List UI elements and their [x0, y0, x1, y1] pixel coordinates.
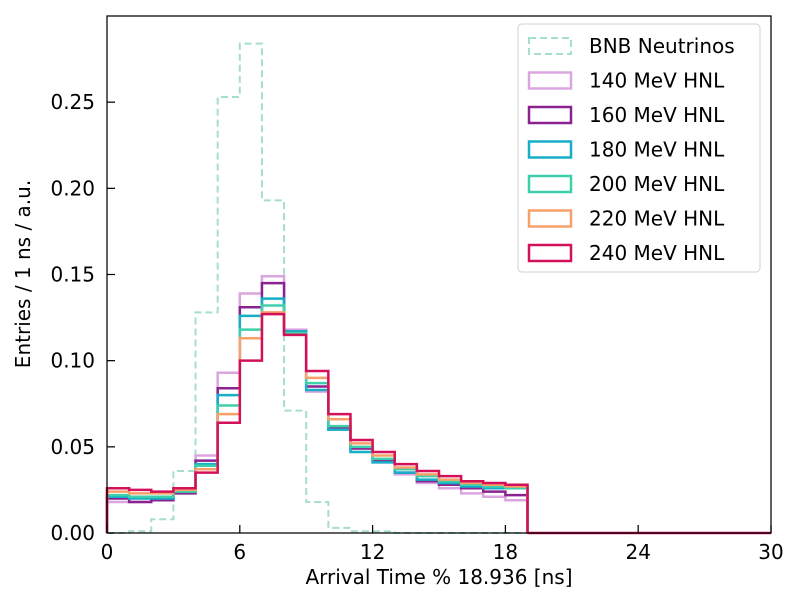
x-tick-label: 24 — [625, 540, 650, 564]
legend-swatch-2 — [527, 105, 573, 125]
legend-frame — [517, 23, 761, 273]
x-tick-label: 18 — [493, 540, 518, 564]
x-axis-ticks: 0 6 12 18 24 30 — [101, 525, 784, 564]
y-tick-label: 0.15 — [50, 263, 95, 287]
legend-label-4: 200 MeV HNL — [589, 172, 725, 196]
x-tick-label: 0 — [101, 540, 114, 564]
legend-label-6: 240 MeV HNL — [589, 241, 725, 265]
legend-items: BNB Neutrinos 140 MeV HNL 160 MeV HNL 180 M… — [527, 34, 735, 265]
legend: BNB Neutrinos 140 MeV HNL 160 MeV HNL 180 M… — [517, 23, 761, 273]
series-line-6 — [105, 312, 529, 533]
y-tick-label: 0.25 — [50, 90, 95, 114]
x-tick-label: 12 — [360, 540, 385, 564]
y-tick-label: 0.20 — [50, 176, 95, 200]
y-axis-ticks: 0.00 0.05 0.10 0.15 0.20 0.25 — [50, 90, 115, 545]
legend-swatch-5 — [527, 209, 573, 228]
legend-swatch-4 — [527, 174, 573, 194]
legend-label-2: 160 MeV HNL — [589, 103, 725, 127]
legend-label-5: 220 MeV HNL — [589, 207, 725, 231]
y-tick-label: 0.10 — [50, 349, 95, 373]
legend-swatch-3 — [527, 140, 573, 159]
legend-swatch-1 — [527, 71, 573, 90]
x-axis-label: Arrival Time % 18.936 [ns] — [305, 565, 572, 589]
x-tick-label: 6 — [233, 540, 246, 564]
legend-label-0: BNB Neutrinos — [589, 34, 735, 58]
y-axis-label: Entries / 1 ns / a.u. — [11, 180, 35, 368]
legend-swatch-6 — [527, 243, 573, 263]
legend-label-1: 140 MeV HNL — [589, 69, 725, 93]
y-tick-label: 0.00 — [50, 521, 95, 545]
legend-label-3: 180 MeV HNL — [589, 138, 725, 162]
x-tick-label: 30 — [758, 540, 783, 564]
y-tick-label: 0.05 — [50, 435, 95, 459]
legend-swatch-0 — [528, 37, 572, 55]
